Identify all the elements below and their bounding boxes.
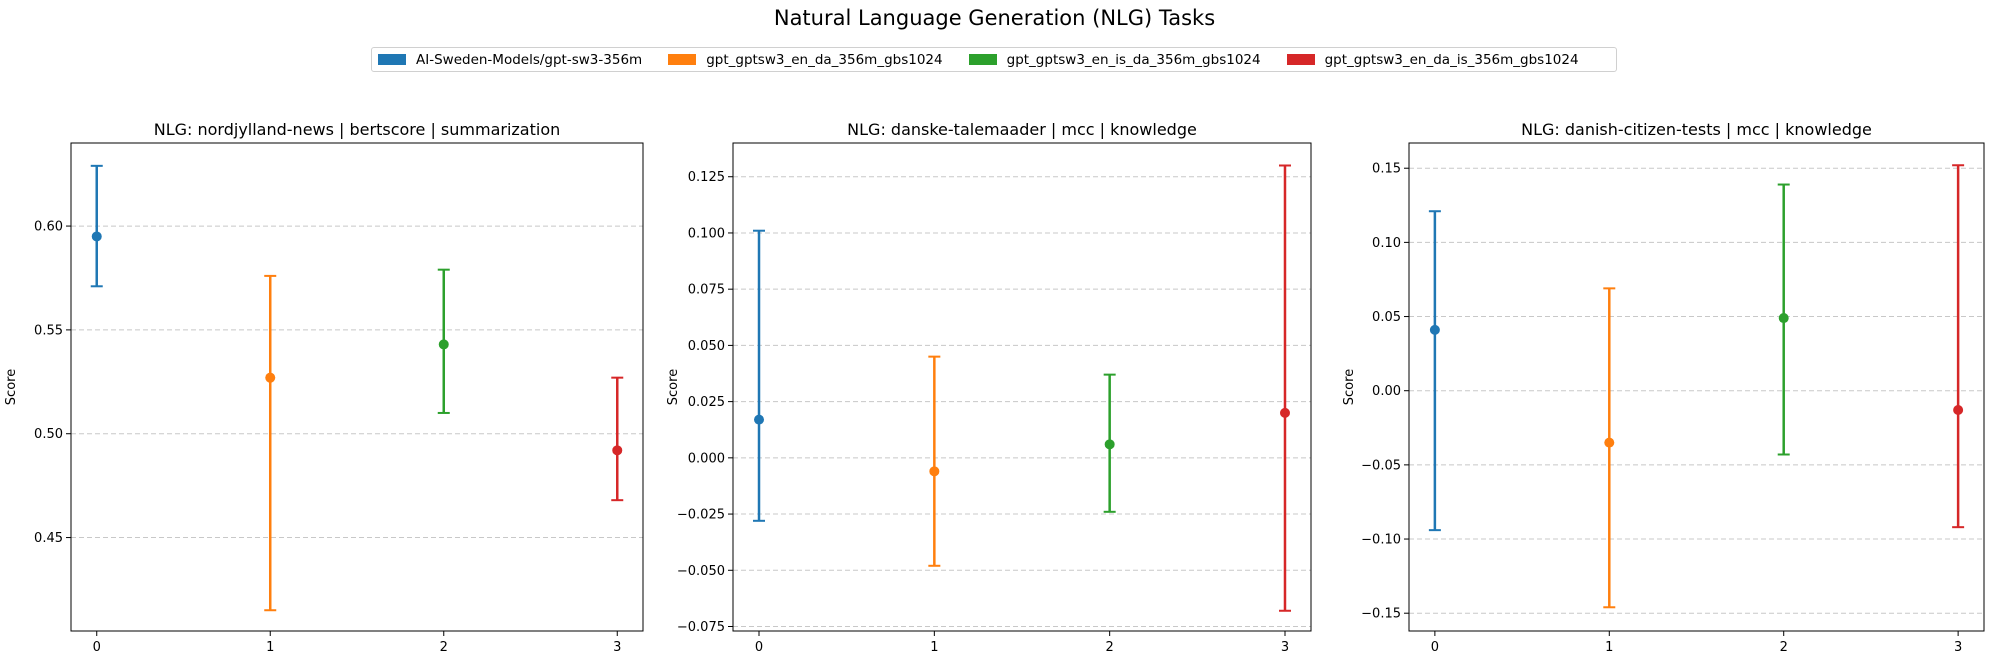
x-tick-label: 0 bbox=[755, 640, 763, 655]
plot-frame bbox=[70, 142, 644, 632]
x-tick-label: 3 bbox=[1281, 640, 1289, 655]
figure-title: Natural Language Generation (NLG) Tasks bbox=[773, 6, 1216, 30]
legend-label: AI-Sweden-Models/gpt-sw3-356m bbox=[416, 51, 643, 68]
y-axis-label: Score bbox=[666, 369, 681, 405]
y-tick-label: 0.075 bbox=[688, 283, 725, 298]
x-tick-label: 1 bbox=[930, 640, 938, 655]
data-point bbox=[1104, 439, 1115, 450]
y-tick-label: −0.075 bbox=[677, 620, 725, 635]
y-tick-label: −0.10 bbox=[1361, 533, 1401, 548]
y-tick-label: −0.025 bbox=[677, 508, 725, 523]
y-tick-label: 0.60 bbox=[34, 220, 63, 235]
data-point bbox=[91, 231, 102, 242]
x-tick-label: 3 bbox=[1954, 640, 1962, 655]
data-point bbox=[754, 414, 765, 425]
data-point bbox=[1953, 404, 1964, 415]
y-tick-label: 0.00 bbox=[1372, 384, 1401, 399]
y-tick-label: −0.15 bbox=[1361, 607, 1401, 622]
y-tick-label: −0.050 bbox=[677, 564, 725, 579]
y-tick-label: 0.10 bbox=[1372, 236, 1401, 251]
x-tick-label: 2 bbox=[440, 640, 448, 655]
y-axis-label: Score bbox=[1342, 369, 1357, 405]
y-tick-label: 0.100 bbox=[688, 226, 725, 241]
data-point bbox=[929, 466, 940, 477]
x-tick-label: 0 bbox=[1431, 640, 1439, 655]
data-point bbox=[1604, 437, 1615, 448]
x-tick-label: 2 bbox=[1780, 640, 1788, 655]
y-tick-label: 0.55 bbox=[34, 323, 63, 338]
y-tick-label: 0.45 bbox=[34, 531, 63, 546]
legend-label: gpt_gptsw3_en_is_da_356m_gbs1024 bbox=[1006, 51, 1261, 68]
legend-entry: gpt_gptsw3_en_is_da_356m_gbs1024 bbox=[968, 51, 1261, 68]
chart-title: NLG: danske-talemaader | mcc | knowledge bbox=[847, 120, 1197, 139]
chart-title: NLG: nordjylland-news | bertscore | summ… bbox=[154, 120, 561, 139]
y-tick-label: 0.025 bbox=[688, 395, 725, 410]
y-tick-label: 0.15 bbox=[1372, 162, 1401, 177]
legend-swatch bbox=[968, 54, 997, 65]
legend-label: gpt_gptsw3_en_da_is_356m_gbs1024 bbox=[1324, 51, 1579, 68]
y-tick-label: 0.05 bbox=[1372, 310, 1401, 325]
legend-swatch bbox=[668, 54, 697, 65]
x-tick-label: 2 bbox=[1106, 640, 1114, 655]
data-point bbox=[612, 445, 623, 456]
y-tick-label: 0.000 bbox=[688, 451, 725, 466]
legend-entry: gpt_gptsw3_en_da_356m_gbs1024 bbox=[668, 51, 943, 68]
data-point bbox=[265, 372, 276, 383]
plot-frame bbox=[1408, 142, 1985, 632]
legend-swatch bbox=[378, 54, 406, 65]
legend: AI-Sweden-Models/gpt-sw3-356m gpt_gptsw3… bbox=[371, 47, 1617, 72]
y-axis-label: Score bbox=[4, 369, 19, 405]
chart-title: NLG: danish-citizen-tests | mcc | knowle… bbox=[1521, 120, 1872, 139]
x-tick-label: 0 bbox=[93, 640, 101, 655]
y-tick-label: 0.50 bbox=[34, 427, 63, 442]
legend-swatch bbox=[1286, 54, 1315, 65]
x-tick-label: 1 bbox=[266, 640, 274, 655]
data-point bbox=[438, 339, 449, 350]
legend-label: gpt_gptsw3_en_da_356m_gbs1024 bbox=[706, 51, 943, 68]
legend-entry: AI-Sweden-Models/gpt-sw3-356m bbox=[378, 52, 642, 68]
y-tick-label: 0.050 bbox=[688, 339, 725, 354]
y-tick-label: 0.125 bbox=[688, 170, 725, 185]
data-point bbox=[1778, 313, 1789, 324]
legend-entry: gpt_gptsw3_en_da_is_356m_gbs1024 bbox=[1286, 51, 1579, 68]
plot-frame bbox=[732, 142, 1312, 632]
y-tick-label: −0.05 bbox=[1361, 458, 1401, 473]
x-tick-label: 1 bbox=[1605, 640, 1613, 655]
data-point bbox=[1279, 407, 1290, 418]
x-tick-label: 3 bbox=[613, 640, 621, 655]
data-point bbox=[1429, 324, 1440, 335]
